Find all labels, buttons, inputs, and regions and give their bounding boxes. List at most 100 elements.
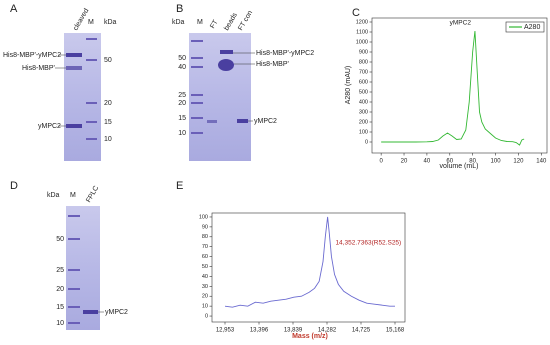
marker-band [68,269,80,271]
lane-label: M [88,19,94,26]
annotation: yMPC2 [450,20,472,27]
y-axis-title: A280 (mAU) [345,66,352,105]
marker-label: 25 [56,267,64,274]
legend-label: A280 [524,24,540,31]
y-tick-label: 800 [359,59,368,65]
panel-label: B [176,3,183,15]
gel [64,33,101,161]
band [220,50,233,54]
unit: kDa [104,19,117,26]
band [237,119,248,123]
lane-label: FPLC [85,185,100,204]
y-tick-label: 0 [365,139,368,145]
y-tick-label: 60 [202,254,208,260]
y-tick-label: 1100 [356,29,368,35]
marker-label: 10 [104,136,112,143]
x-tick-label: 20 [401,159,408,165]
gel [189,33,251,161]
band-label: yMPC2 [254,118,277,125]
unit: kDa [172,19,185,26]
gel-b: M FT beads FT con kDa 50 40 25 20 15 10 … [172,10,314,161]
marker-label: 20 [56,286,64,293]
panel-label: D [10,180,18,192]
y-tick-label: 100 [359,129,368,135]
lane-label: M [197,19,203,26]
marker-label: 50 [56,236,64,243]
gel-d: M FPLC kDa 50 25 20 15 10 yMPC2 [47,185,128,330]
band [66,53,82,57]
y-tick-label: 300 [359,109,368,115]
gel-a: cleaved M kDa 50 20 15 10 His8-MBP'-yMPC… [3,7,117,161]
y-tick-label: 1000 [356,39,368,45]
marker-band [191,40,203,42]
y-tick-label: 400 [359,99,368,105]
band [66,124,82,128]
x-tick-label: 13,396 [250,328,269,334]
marker-band [191,132,203,134]
y-tick-label: 200 [359,119,368,125]
x-tick-label: 140 [536,159,547,165]
band [66,66,82,70]
band-label: yMPC2 [105,309,128,316]
marker-band [191,57,203,59]
band-label: His8-MBP' [256,61,289,68]
gel [66,206,100,330]
marker-band [191,66,203,68]
x-axis-title: Mass (m/z) [292,333,328,340]
marker-label: 15 [104,119,112,126]
x-tick-label: 15,168 [386,328,405,334]
y-tick-label: 80 [202,234,208,240]
annotation: 14,352.7363(R52.S25) [335,240,401,247]
marker-label: 15 [178,115,186,122]
marker-label: 20 [104,100,112,107]
marker-band [68,238,80,240]
y-tick-label: 90 [202,224,208,230]
marker-band [191,117,203,119]
marker-label: 15 [56,304,64,311]
y-tick-label: 10 [202,304,208,310]
y-tick-label: 0 [205,314,208,320]
band-label: His8-MBP'-yMPC2 [3,52,61,59]
marker-band [191,94,203,96]
x-tick-label: 40 [424,159,431,165]
y-tick-label: 100 [199,214,208,220]
data-line [224,216,395,308]
lane-label: M [70,192,76,199]
x-tick-label: 100 [491,159,502,165]
y-tick-label: 700 [359,69,368,75]
marker-band [68,215,80,217]
marker-label: 50 [104,57,112,64]
marker-band [86,121,97,123]
y-tick-label: 500 [359,89,368,95]
unit: kDa [47,192,60,199]
plot-frame [371,17,548,154]
band [83,310,98,314]
marker-band [191,102,203,104]
marker-band [68,306,80,308]
marker-label: 20 [178,100,186,107]
marker-band [68,322,80,324]
x-tick-label: 14,725 [352,328,371,334]
lane-label: FT [209,18,220,30]
x-tick-label: 120 [513,159,524,165]
band-label: His8-MBP'-yMPC2 [256,50,314,57]
marker-label: 25 [178,92,186,99]
x-axis-title: volume (mL) [440,163,479,170]
x-tick-label: 60 [446,159,453,165]
x-tick-label: 13,839 [284,328,303,334]
y-tick-label: 70 [202,244,208,250]
marker-label: 10 [178,130,186,137]
y-tick-label: 1200 [356,19,368,25]
band-label: His8-MBP' [22,65,55,72]
marker-label: 10 [56,320,64,327]
band [207,120,217,123]
band [218,59,234,71]
y-tick-label: 900 [359,49,368,55]
x-tick-label: 14,282 [318,328,337,334]
x-tick-label: 12,953 [216,328,235,334]
marker-label: 50 [178,55,186,62]
y-tick-label: 20 [202,294,208,300]
y-tick-label: 50 [202,264,208,270]
marker-band [86,59,97,61]
